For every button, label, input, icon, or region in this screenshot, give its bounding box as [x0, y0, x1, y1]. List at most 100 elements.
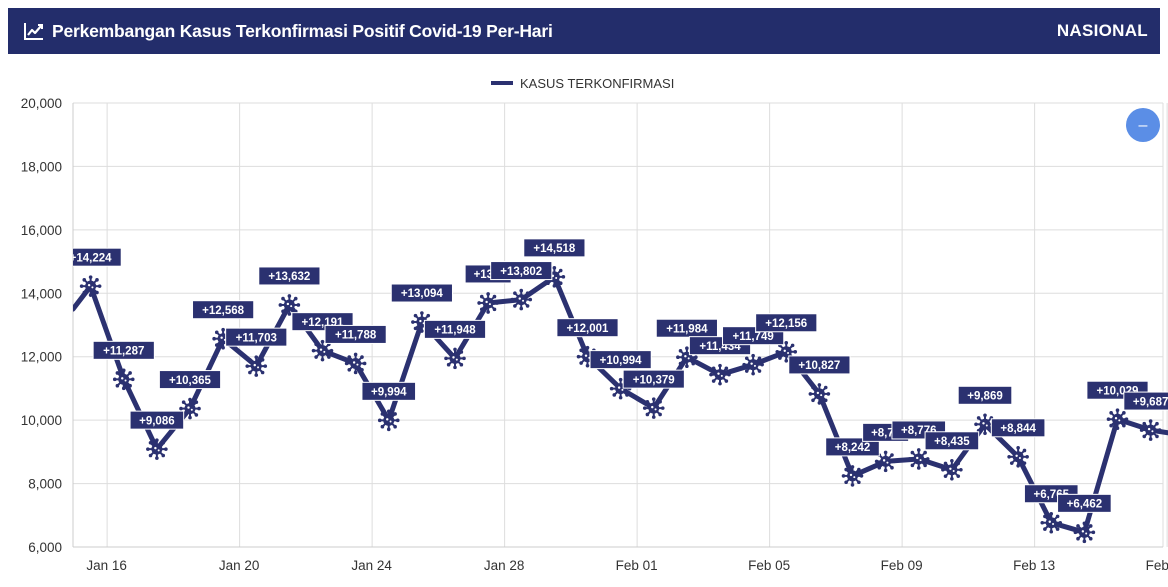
y-tick-label: 18,000 — [21, 159, 62, 174]
data-point[interactable] — [344, 352, 367, 375]
data-label: +9,687 — [1123, 391, 1168, 411]
svg-text:+11,749: +11,749 — [732, 331, 773, 343]
data-label: +9,994 — [361, 381, 417, 401]
data-point[interactable] — [775, 340, 798, 363]
data-label: +13,802 — [490, 261, 553, 281]
svg-text:+13,802: +13,802 — [500, 266, 542, 278]
data-label: +9,869 — [957, 385, 1013, 405]
data-point[interactable] — [510, 288, 533, 311]
data-point[interactable] — [311, 339, 334, 362]
data-point[interactable] — [543, 266, 566, 288]
svg-text:+12,156: +12,156 — [765, 318, 807, 330]
svg-text:+9,994: +9,994 — [371, 387, 407, 399]
svg-text:+8,435: +8,435 — [934, 436, 970, 448]
data-point[interactable] — [1040, 511, 1063, 534]
svg-text:+11,984: +11,984 — [666, 323, 708, 335]
svg-text:+14,518: +14,518 — [533, 243, 575, 255]
svg-text:+11,788: +11,788 — [335, 330, 377, 342]
data-label: +8,844 — [990, 418, 1046, 438]
data-label: +11,948 — [423, 319, 487, 339]
data-label: +10,994 — [589, 350, 652, 370]
data-point[interactable] — [112, 368, 135, 391]
series-kasus-terkonfirmasi: +14,224 +11,287 +9,086 +10,365 +12,568 +11,70… — [70, 238, 1168, 544]
svg-text:+8,844: +8,844 — [1000, 423, 1036, 435]
y-tick-label: 6,000 — [28, 540, 62, 555]
data-label: +12,568 — [192, 300, 255, 320]
data-point[interactable] — [709, 363, 731, 386]
legend-swatch — [491, 81, 513, 85]
x-tick-label: Jan 16 — [86, 558, 127, 573]
data-label: +8,435 — [924, 431, 980, 451]
data-label: +13,094 — [390, 283, 453, 303]
x-tick-label: Jan 20 — [219, 558, 260, 573]
data-label: +11,984 — [655, 318, 718, 338]
x-tick-label: Feb 17 — [1146, 558, 1168, 573]
data-label: +11,788 — [324, 324, 387, 344]
y-tick-label: 16,000 — [21, 223, 62, 238]
data-point[interactable] — [278, 294, 301, 316]
data-label: +14,518 — [523, 238, 586, 258]
chart-header: Perkembangan Kasus Terkonfirmasi Positif… — [8, 8, 1160, 54]
reset-zoom-button[interactable]: – — [1126, 108, 1160, 142]
svg-text:+14,224: +14,224 — [70, 252, 112, 264]
data-point[interactable] — [841, 465, 864, 487]
svg-text:+9,869: +9,869 — [967, 390, 1003, 402]
data-label: +13,632 — [258, 266, 321, 286]
data-point[interactable] — [874, 450, 897, 473]
data-point[interactable] — [245, 355, 268, 377]
data-point[interactable] — [1073, 521, 1096, 544]
svg-text:+11,948: +11,948 — [434, 325, 476, 337]
svg-text:+12,568: +12,568 — [202, 305, 244, 317]
y-tick-label: 14,000 — [21, 286, 62, 301]
data-label: +11,703 — [225, 327, 288, 347]
data-point[interactable] — [146, 438, 168, 460]
data-label: +10,827 — [788, 355, 851, 375]
x-tick-label: Feb 01 — [616, 558, 658, 573]
svg-text:+13,094: +13,094 — [401, 288, 443, 300]
data-point[interactable] — [642, 397, 665, 419]
svg-text:+9,086: +9,086 — [139, 415, 175, 427]
data-point[interactable] — [477, 292, 499, 314]
data-label: +9,086 — [129, 410, 185, 430]
data-label: +11,287 — [92, 340, 155, 360]
data-label: +12,001 — [556, 318, 619, 338]
data-point[interactable] — [742, 353, 764, 376]
x-tick-label: Feb 05 — [748, 558, 790, 573]
data-point[interactable] — [941, 458, 963, 481]
legend[interactable]: KASUS TERKONFIRMASI — [491, 76, 674, 91]
legend-label: KASUS TERKONFIRMASI — [520, 76, 674, 91]
data-point[interactable] — [676, 346, 698, 369]
minus-icon: – — [1139, 117, 1148, 134]
data-point[interactable] — [444, 347, 466, 370]
data-label: +8,242 — [825, 437, 880, 457]
x-tick-label: Jan 24 — [351, 558, 392, 573]
svg-text:+11,287: +11,287 — [103, 346, 144, 358]
covid-daily-cases-chart: 6,000 8,000 10,000 12,000 14,000 16,000 18,000… — [21, 76, 1168, 573]
data-point[interactable] — [1106, 408, 1129, 431]
data-label: +14,224 — [70, 247, 122, 267]
svg-text:+10,379: +10,379 — [633, 374, 675, 386]
data-point[interactable] — [907, 448, 930, 470]
data-label: +6,462 — [1057, 493, 1112, 513]
x-tick-label: Jan 28 — [484, 558, 525, 573]
data-point[interactable] — [808, 383, 831, 405]
svg-text:+13,632: +13,632 — [268, 271, 310, 283]
line-chart-icon — [24, 22, 44, 40]
data-point[interactable] — [377, 409, 400, 432]
data-point[interactable] — [79, 275, 102, 297]
data-point[interactable] — [179, 397, 201, 420]
chart-title: Perkembangan Kasus Terkonfirmasi Positif… — [52, 20, 553, 41]
y-tick-label: 8,000 — [28, 477, 62, 492]
x-tick-label: Feb 09 — [881, 558, 923, 573]
data-label: +12,156 — [755, 313, 818, 333]
data-point[interactable] — [974, 413, 996, 436]
y-tick-label: 10,000 — [21, 413, 62, 428]
svg-text:+9,687: +9,687 — [1133, 396, 1168, 408]
svg-text:+12,001: +12,001 — [567, 323, 609, 335]
svg-text:+10,365: +10,365 — [169, 375, 211, 387]
svg-text:+8,242: +8,242 — [835, 442, 871, 454]
scope-label: NASIONAL — [1056, 21, 1148, 40]
data-point[interactable] — [1007, 446, 1029, 468]
data-point[interactable] — [1139, 419, 1162, 441]
y-tick-label: 20,000 — [21, 96, 62, 111]
